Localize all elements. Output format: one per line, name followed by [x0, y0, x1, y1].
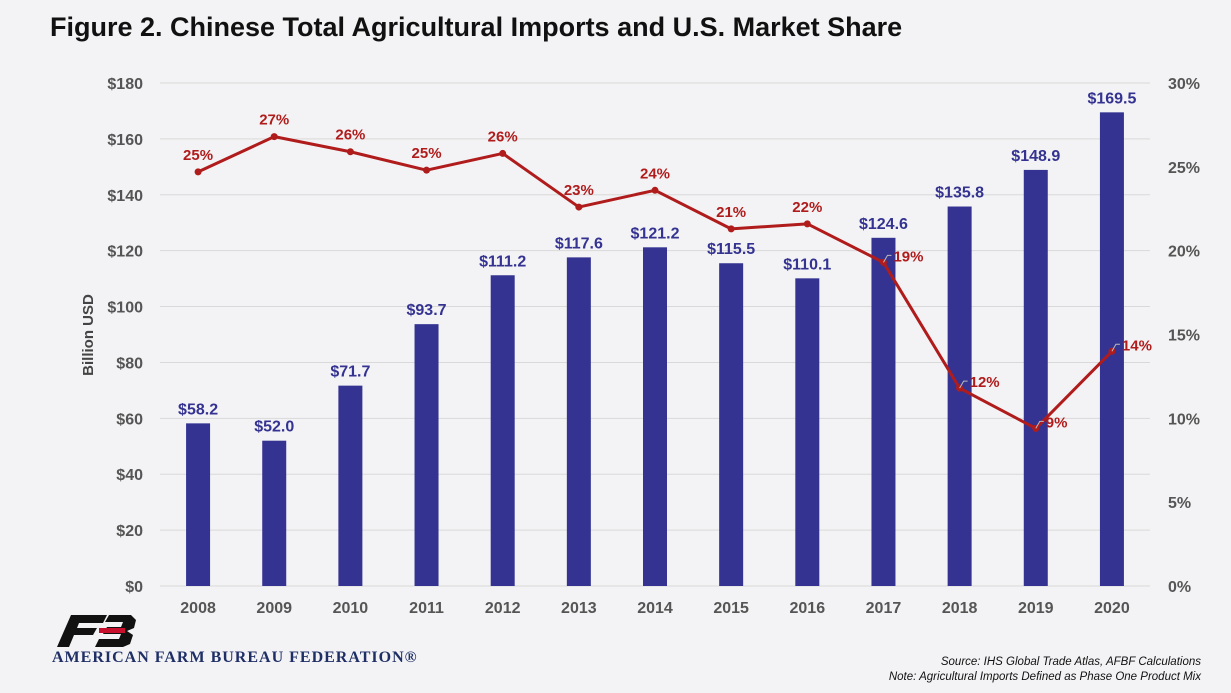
line-point	[727, 225, 735, 233]
y2-tick-label: 15%	[1168, 328, 1200, 345]
y-axis-title: Billion USD	[80, 294, 97, 376]
bar	[414, 324, 439, 586]
x-tick-label: 2013	[561, 600, 597, 617]
bar-data-label: $148.9	[1011, 148, 1060, 165]
line-point	[651, 186, 659, 194]
bar	[1023, 169, 1048, 586]
bar-data-label: $58.2	[178, 401, 218, 418]
line-point	[499, 149, 507, 157]
source-line: Source: IHS Global Trade Atlas, AFBF Cal…	[940, 656, 1201, 668]
x-tick-label: 2011	[409, 600, 444, 617]
bar-data-label: $169.5	[1087, 90, 1136, 107]
y-axis-left: $0 $20 $40 $60 $80 $100 $120 $140 $160 $180	[107, 76, 143, 596]
line-point	[270, 133, 278, 141]
bar-data-label: $110.1	[783, 256, 831, 273]
bar-data-label: $124.6	[859, 216, 908, 233]
line-point	[194, 168, 202, 176]
y-tick-label: $180	[107, 76, 143, 93]
bar-series	[186, 112, 1124, 586]
line-data-label: 26%	[335, 127, 365, 144]
x-axis: 2008 2009 2010 2011 2012 2013 2014 2015 2016 2017…	[180, 600, 1130, 617]
bar-data-label: $135.8	[935, 185, 984, 202]
x-tick-label: 2017	[866, 600, 902, 617]
line-data-label: 27%	[259, 112, 289, 129]
bar	[871, 237, 896, 586]
line-data-label: 9%	[1046, 414, 1068, 431]
bar-data-label: $117.6	[555, 235, 603, 252]
y2-tick-label: 30%	[1168, 76, 1200, 93]
y-tick-label: $160	[107, 132, 143, 149]
line-point	[803, 220, 811, 228]
label-leader	[883, 254, 892, 263]
x-tick-label: 2009	[256, 600, 292, 617]
line-data-label: 22%	[792, 199, 822, 216]
y2-tick-label: 5%	[1168, 495, 1191, 512]
line-data-label: 12%	[970, 374, 1000, 391]
source-note: Source: IHS Global Trade Atlas, AFBF Cal…	[889, 655, 1201, 685]
line-data-label: 24%	[640, 165, 670, 182]
line-point	[423, 166, 431, 174]
bar-data-label: $71.7	[330, 364, 370, 381]
bar-data-labels: $58.2 $52.0 $71.7 $93.7 $111.2 $117.6 $121.2 $1…	[178, 90, 1136, 435]
line-point	[346, 148, 354, 156]
x-tick-label: 2020	[1094, 600, 1130, 617]
y-tick-label: $120	[107, 244, 143, 261]
y-tick-label: $80	[116, 355, 143, 372]
bar-data-label: $52.0	[254, 419, 294, 436]
y2-tick-label: 0%	[1168, 579, 1191, 596]
line-data-label: 21%	[716, 204, 746, 221]
bar	[795, 278, 820, 586]
line-data-label: 26%	[488, 128, 518, 145]
y-tick-label: $140	[107, 188, 143, 205]
y2-tick-label: 25%	[1168, 160, 1200, 177]
line-data-label: 25%	[183, 147, 213, 164]
bar	[490, 275, 515, 586]
bar	[643, 247, 667, 586]
y-tick-label: $60	[116, 411, 143, 428]
y2-tick-label: 20%	[1168, 244, 1200, 261]
bar-data-label: $115.5	[707, 241, 755, 258]
y-axis-right: 0% 5% 10% 15% 20% 25% 30%	[1168, 76, 1200, 596]
bar-data-label: $93.7	[407, 302, 447, 319]
bar	[947, 206, 972, 586]
bar	[262, 440, 287, 586]
y-tick-label: $20	[116, 523, 143, 540]
afbf-logo-text: AMERICAN FARM BUREAU FEDERATION®	[52, 649, 418, 666]
y2-tick-label: 10%	[1168, 411, 1200, 428]
x-tick-label: 2019	[1018, 600, 1054, 617]
x-tick-label: 2016	[790, 600, 826, 617]
label-leader	[1035, 420, 1044, 429]
label-leader	[1111, 343, 1120, 352]
line-data-label: 25%	[412, 145, 442, 162]
afbf-logo-icon	[57, 613, 137, 654]
line-data-label: 23%	[564, 182, 594, 199]
line-point	[575, 203, 583, 211]
y-tick-label: $40	[116, 467, 143, 484]
chart-title: Figure 2. Chinese Total Agricultural Imp…	[50, 12, 903, 42]
x-tick-label: 2012	[485, 600, 521, 617]
bar	[186, 423, 211, 586]
bar	[338, 385, 363, 586]
x-tick-label: 2014	[637, 600, 673, 617]
x-tick-label: 2008	[180, 600, 216, 617]
y-tick-label: $100	[107, 300, 143, 317]
note-line: Note: Agricultural Imports Defined as Ph…	[888, 671, 1201, 683]
x-tick-label: 2018	[942, 600, 978, 617]
y-tick-label: $0	[125, 579, 143, 596]
line-data-label: 14%	[1122, 337, 1152, 354]
line-data-label: 19%	[893, 248, 923, 265]
x-tick-label: 2010	[333, 600, 369, 617]
line-data-labels: 25% 27% 26% 25% 26% 23% 24% 21% 22% 19% 12% 9% 14%	[183, 112, 1152, 432]
bar	[719, 263, 744, 586]
label-leader	[959, 380, 968, 389]
x-tick-label: 2015	[713, 600, 749, 617]
bar-data-label: $121.2	[631, 225, 680, 242]
bar	[566, 257, 591, 586]
bar-data-label: $111.2	[479, 253, 526, 270]
